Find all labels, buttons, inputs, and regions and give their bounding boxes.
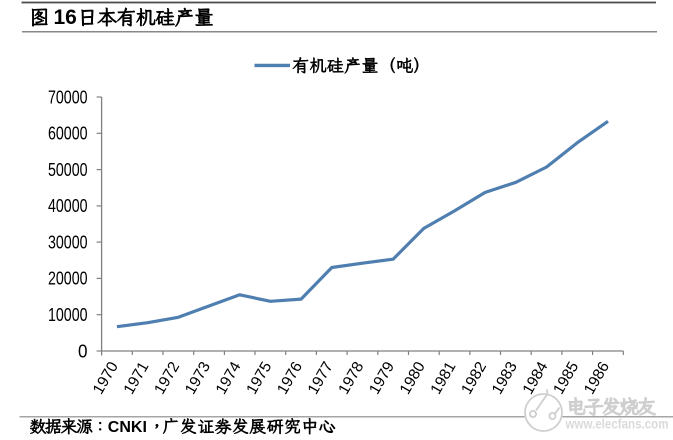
svg-text:40000: 40000 bbox=[48, 195, 88, 216]
svg-text:30000: 30000 bbox=[48, 231, 88, 252]
svg-text:www.elecfans.com: www.elecfans.com bbox=[565, 417, 669, 432]
svg-text:1974: 1974 bbox=[213, 359, 245, 398]
svg-text:CNKI: CNKI bbox=[108, 419, 147, 436]
svg-text:10000: 10000 bbox=[48, 304, 88, 325]
svg-text:20000: 20000 bbox=[48, 268, 88, 289]
svg-text:1970: 1970 bbox=[90, 359, 122, 398]
svg-text:1985: 1985 bbox=[550, 359, 582, 397]
svg-text:1973: 1973 bbox=[182, 359, 214, 397]
svg-text:1979: 1979 bbox=[366, 359, 398, 397]
svg-text:16: 16 bbox=[54, 6, 77, 29]
svg-text:0: 0 bbox=[78, 340, 88, 361]
svg-text:1986: 1986 bbox=[581, 359, 613, 397]
svg-text:1971: 1971 bbox=[121, 359, 153, 397]
svg-text:1983: 1983 bbox=[489, 359, 521, 397]
svg-text:1982: 1982 bbox=[458, 359, 490, 397]
svg-text:50000: 50000 bbox=[48, 159, 88, 180]
svg-text:1978: 1978 bbox=[335, 359, 367, 397]
svg-text:1975: 1975 bbox=[243, 359, 275, 397]
svg-text:1980: 1980 bbox=[397, 359, 429, 398]
svg-text:1977: 1977 bbox=[305, 359, 337, 397]
svg-text:1976: 1976 bbox=[274, 359, 306, 397]
svg-text:1972: 1972 bbox=[151, 359, 183, 397]
svg-text:70000: 70000 bbox=[48, 86, 88, 107]
svg-text:60000: 60000 bbox=[48, 123, 88, 144]
svg-text:1981: 1981 bbox=[427, 359, 459, 397]
